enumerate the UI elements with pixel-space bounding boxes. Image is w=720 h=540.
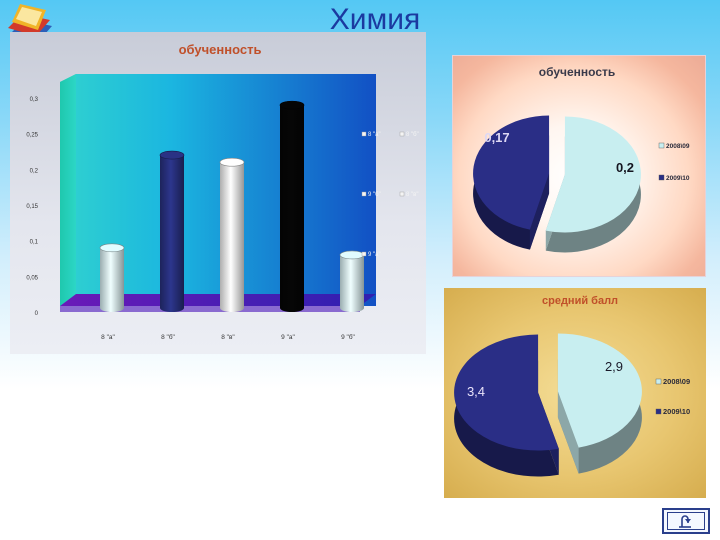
svg-text:8 "в": 8 "в" (406, 192, 418, 198)
bar-chart-panel: обученность 0 0,05 0,1 0,15 0,2 0,25 0,3 8 "а"… (10, 32, 426, 354)
bar (159, 150, 185, 312)
legend-item: 9 "а" (361, 251, 381, 258)
y-tick-label: 0,2 (30, 168, 39, 174)
return-button[interactable] (662, 508, 710, 534)
y-tick-label: 0 (35, 311, 39, 317)
x-tick-label: 8 "б" (161, 333, 175, 341)
pie2-title: средний балл (542, 295, 618, 307)
pie-slice (454, 334, 559, 477)
legend-item: 2009\10 (658, 174, 690, 182)
pie-chart-panel-obuchennost: обученность 0,2 0,17 2008\09 2009\10 (452, 55, 706, 277)
bar-chart: обученность 0 0,05 0,1 0,15 0,2 0,25 0,3 8 "а"… (26, 42, 419, 341)
svg-text:2008\09: 2008\09 (663, 377, 690, 386)
pie-slice (557, 333, 642, 474)
bar (219, 157, 245, 312)
svg-text:8 "а": 8 "а" (368, 132, 381, 138)
y-tick-label: 0,05 (26, 275, 38, 281)
pie-slice (473, 115, 550, 250)
y-tick-label: 0,1 (30, 240, 39, 246)
x-tick-label: 8 "в" (221, 334, 235, 341)
y-tick-label: 0,25 (26, 133, 38, 139)
svg-text:2009\10: 2009\10 (663, 407, 690, 416)
pie-chart-obuchennost: обученность 0,2 0,17 2008\09 2009\10 (473, 65, 690, 253)
pie-data-label: 0,17 (484, 130, 509, 145)
legend-item: 9 "б" (361, 191, 381, 198)
x-tick-label: 9 "б" (341, 333, 355, 341)
bar (99, 243, 125, 312)
svg-text:8 "б": 8 "б" (406, 132, 419, 138)
pie-chart-panel-sredniy-ball: средний балл 2,9 3,4 2008\09 2009\10 (444, 288, 706, 498)
pie1-title: обученность (539, 65, 616, 79)
legend-item: 2008\09 (658, 142, 690, 150)
bar-chart-title: обученность (179, 42, 262, 57)
x-tick-label: 9 "а" (281, 334, 295, 341)
svg-text:2008\09: 2008\09 (666, 143, 690, 150)
bar (339, 250, 365, 312)
legend-item: 8 "б" (399, 131, 419, 138)
pie-data-label: 0,2 (616, 160, 634, 175)
pie-data-label: 3,4 (467, 384, 485, 399)
legend-item: 8 "а" (361, 131, 381, 138)
pie-slice (545, 116, 641, 253)
bar (279, 100, 305, 312)
legend-item: 8 "в" (399, 191, 418, 198)
legend-item: 2009\10 (655, 407, 690, 416)
chart-side-wall (60, 74, 76, 306)
pie-data-label: 2,9 (605, 359, 623, 374)
svg-text:2009\10: 2009\10 (666, 175, 690, 182)
x-tick-label: 8 "а" (101, 334, 115, 341)
pie-chart-sredniy-ball: средний балл 2,9 3,4 2008\09 2009\10 (454, 295, 690, 477)
y-tick-label: 0,3 (30, 97, 39, 103)
svg-text:9 "а": 9 "а" (368, 252, 381, 258)
return-arrow-icon (667, 512, 705, 530)
y-tick-label: 0,15 (26, 204, 38, 210)
svg-text:9 "б": 9 "б" (368, 192, 381, 198)
slide-title: Химия (329, 3, 421, 36)
legend-item: 2008\09 (655, 377, 690, 386)
